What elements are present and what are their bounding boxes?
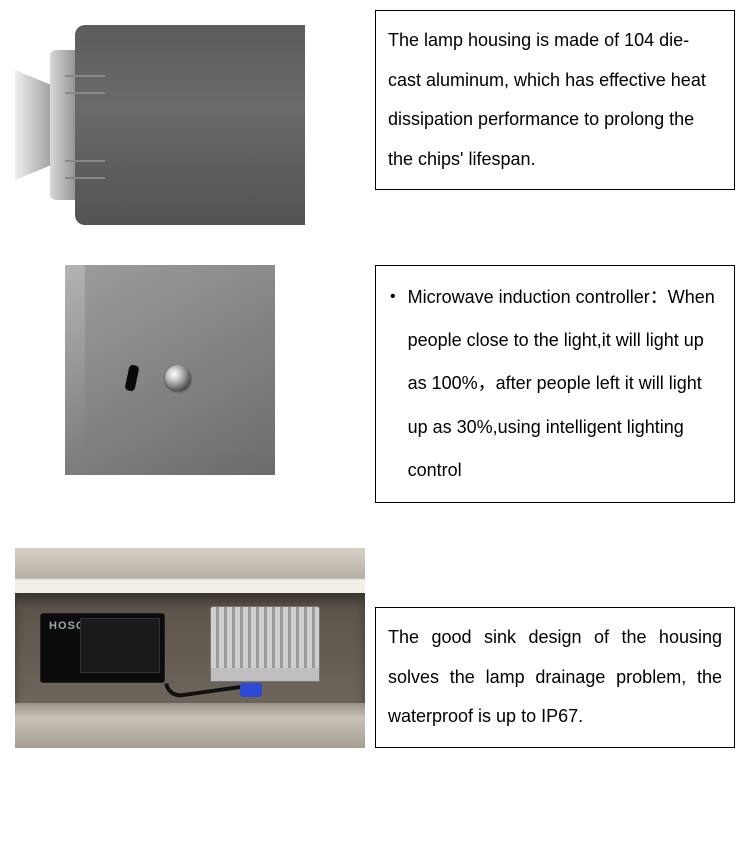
lamp-housing-image — [15, 10, 305, 240]
housing-body-shape — [75, 25, 305, 225]
bracket-shape — [15, 70, 55, 180]
feature-image-1 — [15, 10, 365, 240]
cable-clip-shape — [240, 683, 262, 697]
pin-shape — [65, 75, 105, 77]
feature-row-1: The lamp housing is made of 104 die-cast… — [15, 10, 739, 240]
panel-plate-shape — [85, 265, 275, 455]
feature-text-content-2: Microwave induction controller：When peop… — [408, 276, 722, 492]
heatsink-fins-shape — [210, 606, 320, 676]
feature-text-content-1: The lamp housing is made of 104 die-cast… — [388, 30, 706, 169]
feature-text-1: The lamp housing is made of 104 die-cast… — [375, 10, 735, 190]
sensor-panel-image — [65, 265, 275, 475]
pin-shape — [65, 92, 105, 94]
feature-text-content-3: The good sink design of the housing solv… — [388, 627, 722, 726]
bullet-item: • Microwave induction controller：When pe… — [390, 276, 722, 492]
feature-row-2: • Microwave induction controller：When pe… — [15, 265, 739, 503]
pin-shape — [65, 177, 105, 179]
feature-row-3: The good sink design of the housing solv… — [15, 528, 739, 748]
feature-description-3: The good sink design of the housing solv… — [375, 607, 735, 748]
driver-heatsink-image — [15, 548, 365, 748]
feature-image-2 — [15, 265, 365, 475]
sensor-dome-shape — [165, 365, 191, 391]
feature-description-1: The lamp housing is made of 104 die-cast… — [375, 10, 735, 190]
feature-text-3: The good sink design of the housing solv… — [375, 607, 735, 748]
feature-description-2: • Microwave induction controller：When pe… — [375, 265, 735, 503]
feature-text-2: • Microwave induction controller：When pe… — [375, 265, 735, 503]
pin-shape — [65, 160, 105, 162]
bullet-icon: • — [390, 278, 396, 316]
driver-label-shape — [80, 618, 160, 673]
feature-image-3 — [15, 528, 365, 748]
